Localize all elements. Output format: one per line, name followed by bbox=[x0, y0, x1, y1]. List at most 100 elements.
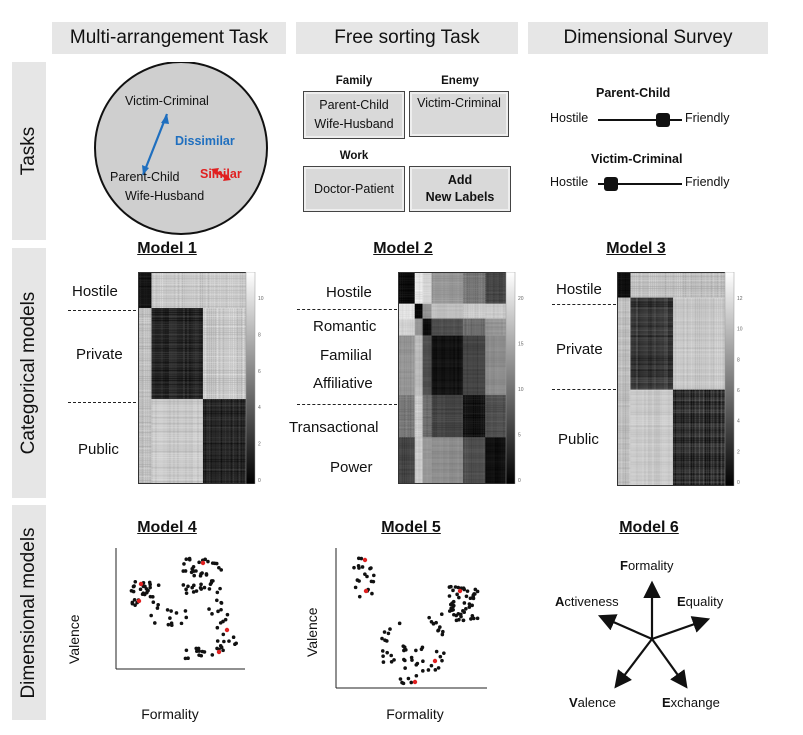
model-4-title: Model 4 bbox=[137, 519, 197, 536]
model-1-colorbar: 0 2 4 6 8 10 bbox=[245, 272, 264, 484]
colorbar-tick: 2 bbox=[737, 449, 740, 455]
row-header-dimensional: Dimensional models bbox=[12, 505, 46, 720]
colorbar-tick: 0 bbox=[258, 478, 261, 484]
arrangement-arena bbox=[94, 62, 268, 235]
model-4-xlabel: Formality bbox=[141, 706, 199, 722]
colorbar-tick: 8 bbox=[737, 357, 740, 363]
model-3-heatmap bbox=[617, 272, 729, 486]
model-2-divider bbox=[297, 404, 397, 405]
similar-label: Similar bbox=[200, 167, 242, 181]
row-header-tasks: Tasks bbox=[12, 62, 46, 240]
sort-box-enemy[interactable]: Victim-Criminal bbox=[409, 91, 509, 137]
model-3-label-public: Public bbox=[558, 431, 599, 448]
heatmap-cells bbox=[138, 272, 250, 484]
colorbar-tick: 10 bbox=[737, 327, 743, 333]
colorbar-tick: 10 bbox=[518, 387, 524, 393]
item-wife-husband: Wife-Husband bbox=[125, 189, 205, 203]
sort-box-work[interactable]: Doctor-Patient bbox=[303, 166, 405, 212]
scatter-points bbox=[129, 556, 238, 661]
model-2-label-transactional: Transactional bbox=[289, 419, 379, 436]
colorbar-tick: 0 bbox=[518, 478, 521, 484]
model-4-ylabel: Valence bbox=[66, 614, 82, 664]
dim-formality: Formality bbox=[620, 558, 674, 573]
model-1-divider bbox=[68, 402, 136, 403]
activeness-arrow bbox=[597, 614, 653, 641]
model-1-label-hostile: Hostile bbox=[72, 283, 118, 300]
group-header-work: Work bbox=[339, 150, 369, 162]
colorbar-tick: 5 bbox=[518, 433, 521, 439]
colorbar-tick: 15 bbox=[518, 342, 524, 348]
survey-title-victim-criminal: Victim-Criminal bbox=[591, 152, 683, 166]
model-2-divider bbox=[297, 309, 397, 310]
item-parent-child: Parent-Child bbox=[110, 170, 180, 184]
model-5-xlabel: Formality bbox=[386, 706, 444, 722]
item-victim-criminal: Victim-Criminal bbox=[125, 94, 209, 108]
survey-title-parent-child: Parent-Child bbox=[596, 86, 671, 100]
colorbar-tick: 10 bbox=[258, 296, 264, 302]
model-2-label-power: Power bbox=[330, 459, 373, 476]
model-3-title: Model 3 bbox=[606, 240, 666, 257]
dissimilar-label: Dissimilar bbox=[175, 134, 235, 148]
colorbar-tick: 4 bbox=[258, 405, 261, 411]
model-3-label-private: Private bbox=[556, 341, 603, 358]
colorbar-tick: 6 bbox=[737, 388, 740, 394]
dim-activeness: Activeness bbox=[555, 594, 619, 609]
arena-circle bbox=[94, 62, 268, 235]
colorbar-tick: 8 bbox=[258, 332, 261, 338]
dissimilar-arrow bbox=[141, 113, 169, 176]
model-2-label-hostile: Hostile bbox=[326, 284, 372, 301]
colorbar-tick: 6 bbox=[258, 369, 261, 375]
heatmap-cells bbox=[398, 272, 510, 484]
column-header-free-sorting: Free sorting Task bbox=[296, 22, 518, 54]
dim-exchange: Exchange bbox=[662, 695, 720, 710]
model-6-axes bbox=[597, 580, 711, 689]
sort-box-family[interactable]: Parent-Child Wife-Husband bbox=[303, 91, 405, 139]
row-header-categorical: Categorical models bbox=[12, 248, 46, 498]
slider-handle[interactable] bbox=[604, 177, 618, 191]
model-5-scatter bbox=[335, 548, 487, 689]
model-2-label-familial: Familial bbox=[320, 347, 372, 364]
model-1-title: Model 1 bbox=[137, 240, 197, 257]
model-2-title: Model 2 bbox=[373, 240, 433, 257]
model-3-divider bbox=[552, 304, 616, 305]
colorbar-tick: 20 bbox=[518, 296, 524, 302]
model-1-divider bbox=[68, 310, 136, 311]
column-header-multi-arrangement: Multi-arrangement Task bbox=[52, 22, 286, 54]
slider-victim-criminal[interactable] bbox=[598, 176, 682, 192]
model-2-label-affiliative: Affiliative bbox=[313, 375, 373, 392]
colorbar-tick: 12 bbox=[737, 296, 743, 302]
model-1-label-public: Public bbox=[78, 441, 119, 458]
colorbar-tick: 4 bbox=[737, 419, 740, 425]
slider-handle[interactable] bbox=[656, 113, 670, 127]
column-header-dimensional-survey: Dimensional Survey bbox=[528, 22, 768, 54]
model-2-heatmap bbox=[398, 272, 510, 484]
dim-equality: Equality bbox=[677, 594, 724, 609]
group-header-enemy: Enemy bbox=[441, 75, 479, 87]
model-3-label-hostile: Hostile bbox=[556, 281, 602, 298]
valence-arrow bbox=[614, 638, 653, 689]
model-4-scatter bbox=[115, 548, 245, 670]
heatmap-cells bbox=[617, 272, 729, 486]
model-2-colorbar: 0 5 10 15 20 bbox=[505, 272, 524, 484]
model-1-heatmap bbox=[138, 272, 250, 484]
survey-left-label: Hostile bbox=[550, 175, 589, 189]
add-new-labels-button[interactable]: Add New Labels bbox=[409, 166, 511, 212]
scatter-points bbox=[352, 556, 480, 686]
colorbar-tick: 0 bbox=[737, 480, 740, 486]
slider-parent-child[interactable] bbox=[598, 112, 682, 128]
equality-arrow bbox=[651, 616, 711, 641]
survey-right-label: Friendly bbox=[685, 111, 730, 125]
group-header-family: Family bbox=[335, 75, 373, 87]
model-3-colorbar: 0 2 4 6 8 10 12 bbox=[724, 272, 743, 486]
model-3-divider bbox=[552, 389, 616, 390]
model-2-label-romantic: Romantic bbox=[313, 318, 377, 335]
colorbar-tick: 2 bbox=[258, 442, 261, 448]
survey-left-label: Hostile bbox=[550, 111, 589, 125]
exchange-arrow bbox=[651, 638, 688, 689]
model-5-ylabel: Valence bbox=[304, 607, 320, 657]
dim-valence: Valence bbox=[569, 695, 616, 710]
survey-right-label: Friendly bbox=[685, 175, 730, 189]
model-5-title: Model 5 bbox=[381, 519, 441, 536]
model-6-title: Model 6 bbox=[619, 519, 679, 536]
model-1-label-private: Private bbox=[76, 346, 123, 363]
